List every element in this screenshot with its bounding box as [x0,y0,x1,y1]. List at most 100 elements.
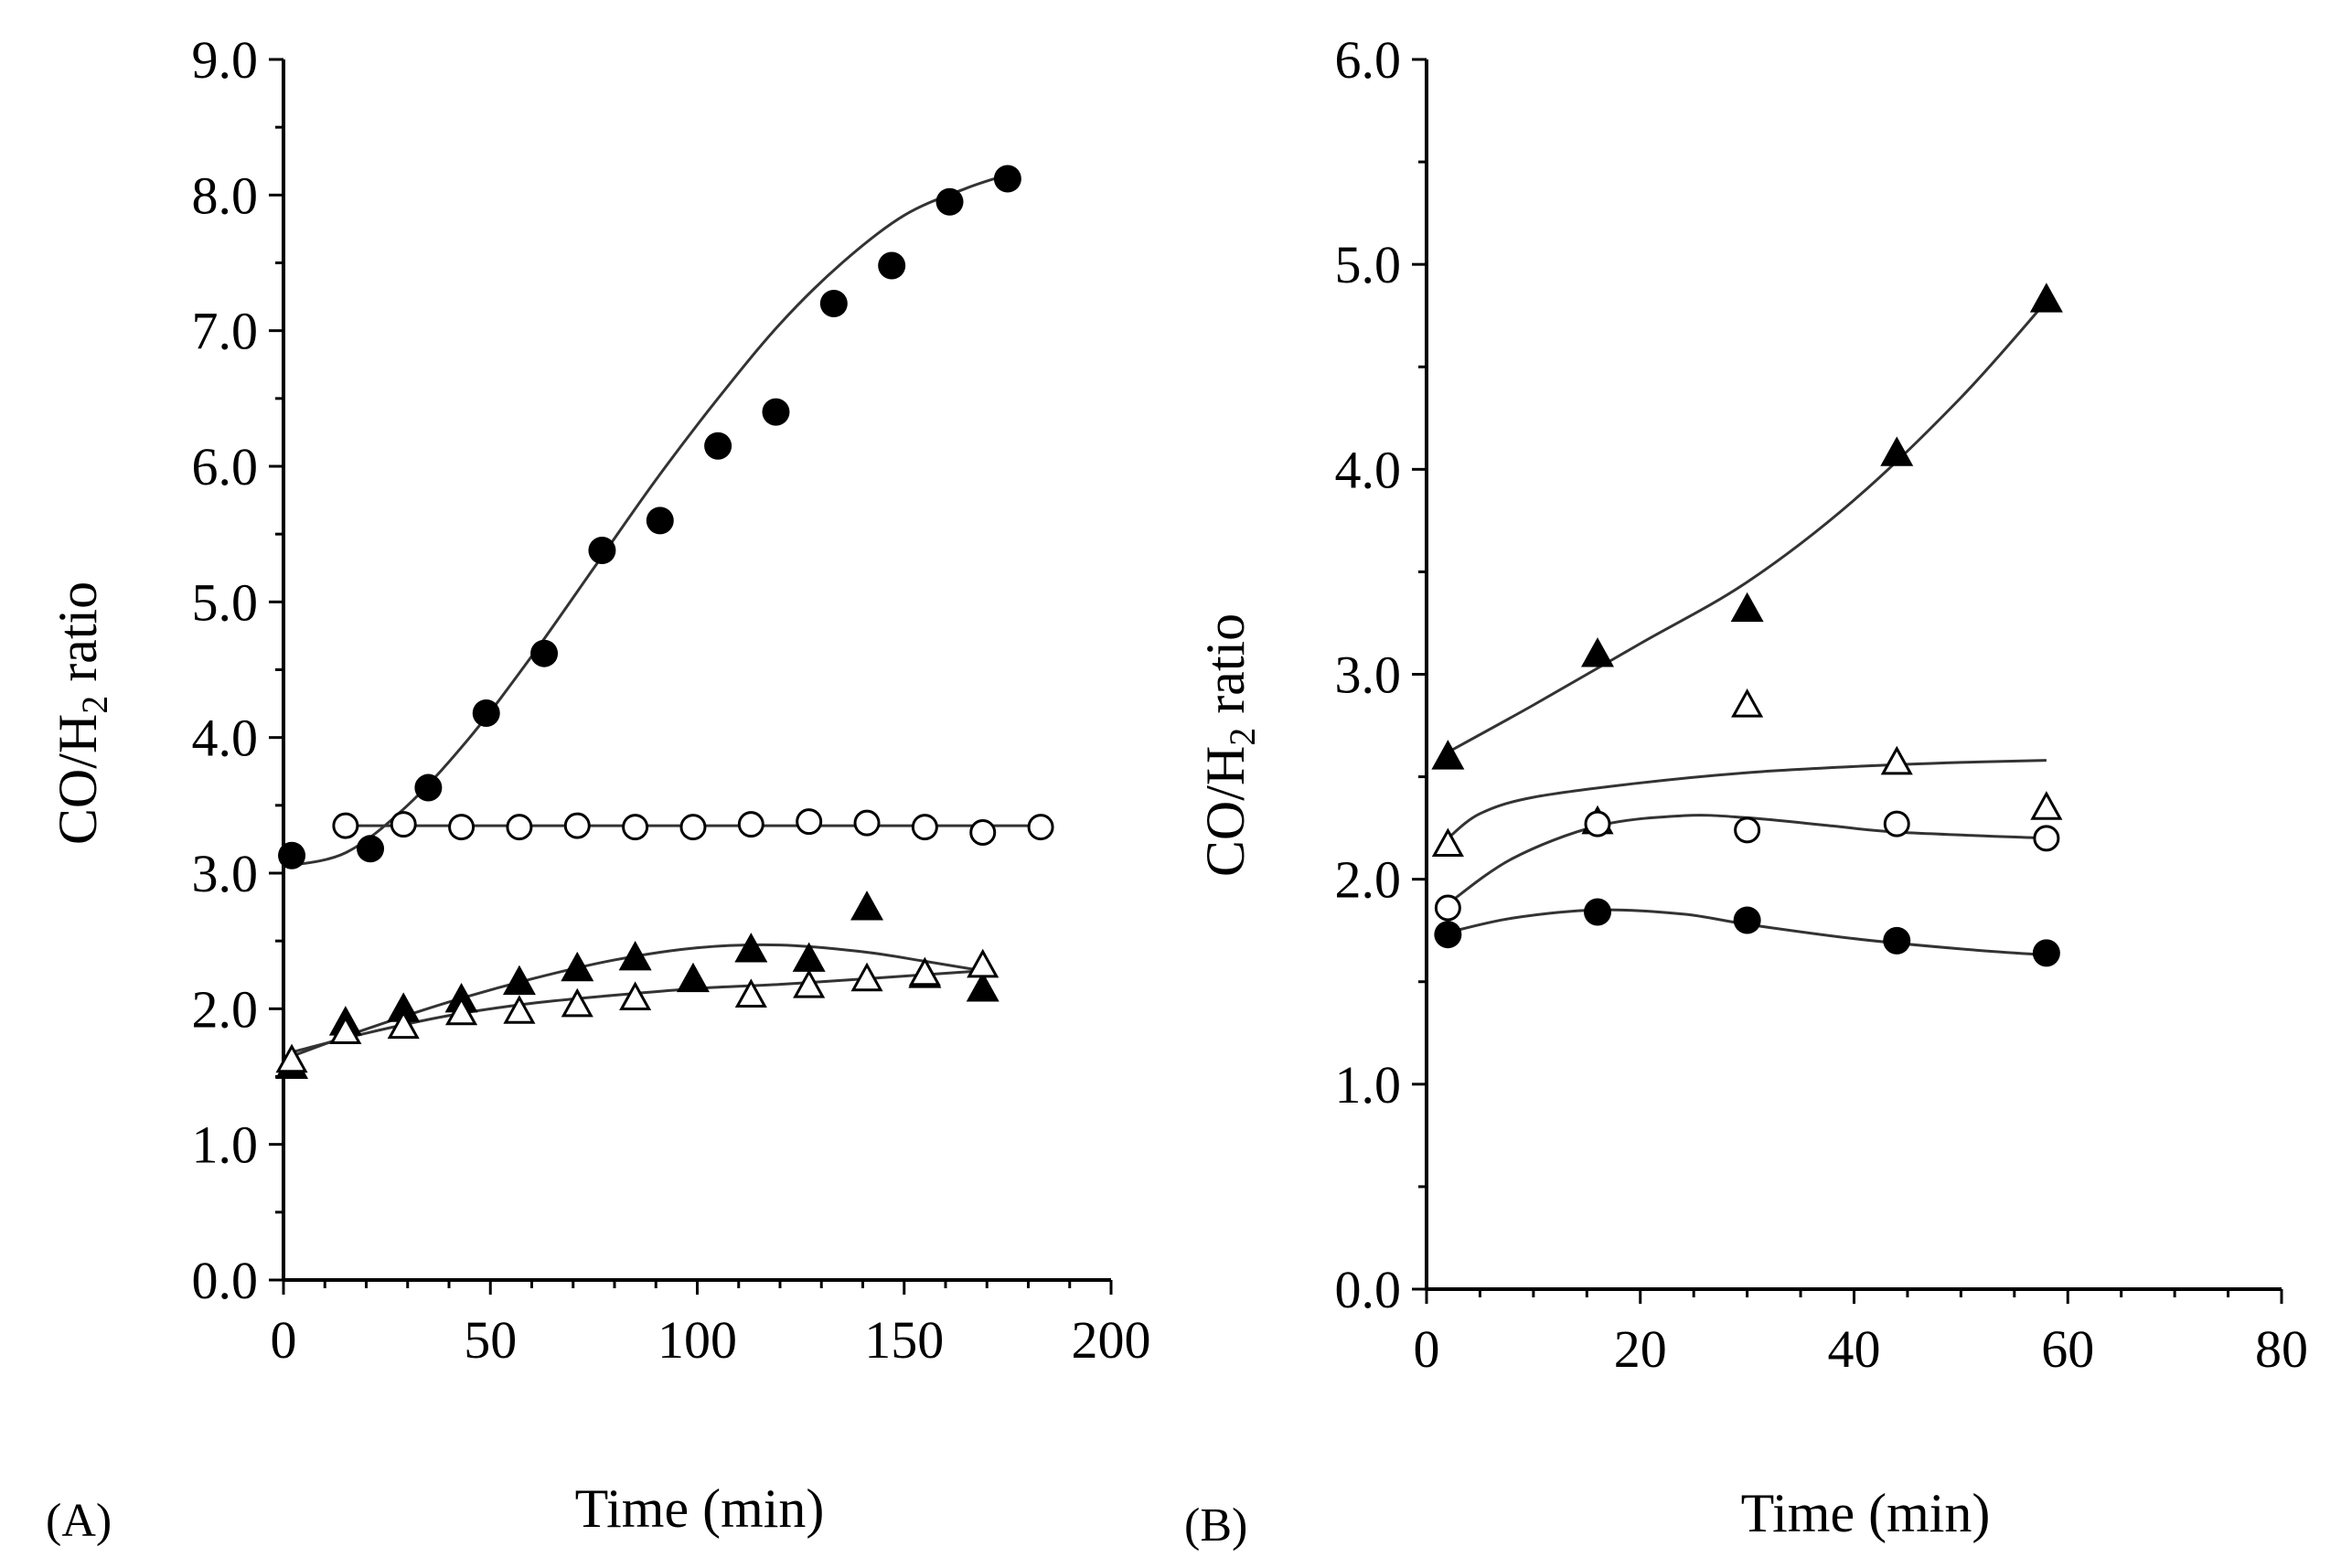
panel-b-fit-line-filled-circle [1448,908,2047,957]
panel-b-fit-lines [1447,300,2048,957]
panel-b-y-tick-label: 6.0 [1335,30,1402,90]
panel-a-point-open-triangle [445,996,478,1026]
panel-a-y-tick-label: 1.0 [192,1115,259,1175]
panel-b-point-open-triangle [1880,745,1913,775]
panel-a-label: (A) [46,1495,112,1547]
panel-a-point-open-triangle [561,987,593,1018]
panel-a-y-tick-label: 8.0 [192,165,259,225]
panel-b-x-tick-label: 60 [2041,1319,2094,1379]
panel-a-y-axis-label-tail: ratio [48,581,108,696]
panel-a-point-open-circle [1027,814,1054,841]
panel-b-point-filled-circle [1733,906,1761,934]
panel-a-point-filled-triangle [850,891,884,921]
panel-b-y-axis-label-subscript: 2 [1222,728,1263,746]
panel-b-point-filled-triangle [2029,283,2063,313]
panel-a-point-filled-triangle [734,933,768,963]
panel-a-y-tick-label: 9.0 [192,30,259,90]
panel-a-fit-lines [283,173,1042,1058]
panel-b-y-tick-label: 3.0 [1335,645,1402,705]
panel-b-y-axis-label: CO/H2 ratio [1195,613,1263,877]
panel-b-point-filled-circle [1434,921,1462,949]
panel-a-point-open-circle [332,812,359,839]
panel-a-point-filled-triangle [676,962,710,993]
panel-b-y-axis-label-tail: ratio [1195,613,1256,728]
panel-a-y-tick-label: 5.0 [192,572,259,632]
panel-a-point-filled-circle [704,432,732,460]
panel-b-point-filled-circle [1584,898,1611,926]
panel-a-point-open-triangle [908,956,941,987]
panel-a-y-tick-label: 4.0 [192,709,259,768]
panel-a-point-open-circle [448,814,476,841]
panel-a-x-tick-label: 50 [464,1310,517,1370]
panel-b-x-tick-label: 40 [1828,1319,1881,1379]
panel-b-point-open-circle [1883,810,1910,837]
panel-a-x-tick-label: 200 [1072,1310,1151,1370]
panel-a-point-filled-triangle [387,992,421,1022]
panel-a-point-filled-circle [357,835,385,863]
panel-a-point-open-circle [969,819,997,846]
panel-b-point-filled-triangle [1880,436,1914,466]
panel-a-point-filled-circle [819,290,848,317]
panel-a-point-filled-triangle [966,972,999,1002]
panel-a-point-filled-triangle [792,942,826,972]
panel-b-fit-line-open-triangle [1447,759,2047,840]
panel-a-point-filled-circle [878,251,906,280]
panel-a-point-open-triangle [329,1015,362,1045]
panel-a-fit-line-filled-circle [283,173,1009,869]
panel-b-y-tick-label: 4.0 [1335,440,1402,499]
panel-a-y-tick-label: 2.0 [192,979,259,1039]
panel-a-y-axis-label-subscript: 2 [74,696,115,714]
panel-a-y-tick-label: 3.0 [192,844,259,903]
panel-a-point-open-triangle [275,1043,308,1073]
panel-a-x-axis-label: Time (min) [575,1478,825,1539]
panel-b-y-tick-label: 0.0 [1335,1260,1402,1319]
panel-a-point-filled-triangle [618,940,652,971]
panel-a-point-filled-circle [278,841,306,869]
panel-a-point-open-circle [563,812,591,839]
panel-b-x-tick-label: 80 [2255,1319,2308,1379]
panel-a-y-axis-label-main: CO/H [48,714,108,845]
panel-b-point-filled-circle [2032,939,2060,967]
panel-a-x-tick-label: 0 [271,1310,297,1370]
panel-b-y-tick-label: 5.0 [1335,235,1402,294]
panel-b-point-open-circle [1584,810,1611,837]
panel-a-point-open-triangle [503,995,536,1024]
panel-b-point-open-triangle [2030,791,2063,820]
panel-b-fit-line-filled-triangle [1447,300,2048,753]
panel-b-chart: 0.0 1.0 2.0 3.0 4.0 5.0 6.0 0 20 40 60 80 Time (min… [1184,30,2308,1552]
panel-a-point-open-triangle [850,962,883,992]
panel-a-point-open-circle [796,808,823,836]
panel-a-point-open-triangle [793,969,826,998]
panel-a-x-tick-label: 100 [657,1310,737,1370]
panel-a-point-open-circle [506,814,533,841]
panel-a-point-filled-circle [588,536,616,564]
panel-a-x-tick-label: 150 [864,1310,944,1370]
panel-a-fit-line-open-triangle [291,969,983,1054]
panel-a-y-tick-label: 0.0 [192,1251,259,1310]
panel-a-point-open-circle [911,814,938,841]
panel-a-point-filled-circle [935,187,964,216]
panel-a-point-open-triangle [967,948,999,978]
panel-b-x-tick-label: 0 [1414,1319,1440,1379]
panel-a-point-open-circle [737,811,764,838]
panel-a-point-open-circle [622,814,649,841]
panel-b-point-filled-triangle [1730,592,1764,623]
panel-a-point-open-triangle [387,1009,420,1040]
panel-b-point-open-circle [1734,816,1761,844]
panel-b-point-open-triangle [1431,827,1464,858]
panel-b-x-tick-label: 20 [1614,1319,1667,1379]
panel-a-point-open-triangle [619,981,652,1010]
panel-b-point-filled-triangle [1581,637,1614,667]
panel-a-point-filled-circle [762,398,790,426]
panel-a-point-filled-circle [472,699,500,727]
panel-a-axes: 0.0 1.0 2.0 3.0 4.0 5.0 6.0 7.0 8.0 9.0 0 50 100 150 2… [192,30,1151,1370]
panel-b-y-tick-label: 1.0 [1335,1055,1402,1115]
panel-b-label: (B) [1184,1499,1247,1552]
panel-a-y-tick-label: 6.0 [192,437,259,496]
panel-b-data-points [1431,283,2063,967]
panel-b-axes: 0.0 1.0 2.0 3.0 4.0 5.0 6.0 0 20 40 60 80 [1335,30,2309,1379]
panel-b-point-open-circle [2033,825,2060,852]
panel-a-point-open-circle [679,814,707,841]
panel-a-y-axis-label: CO/H2 ratio [48,581,115,845]
